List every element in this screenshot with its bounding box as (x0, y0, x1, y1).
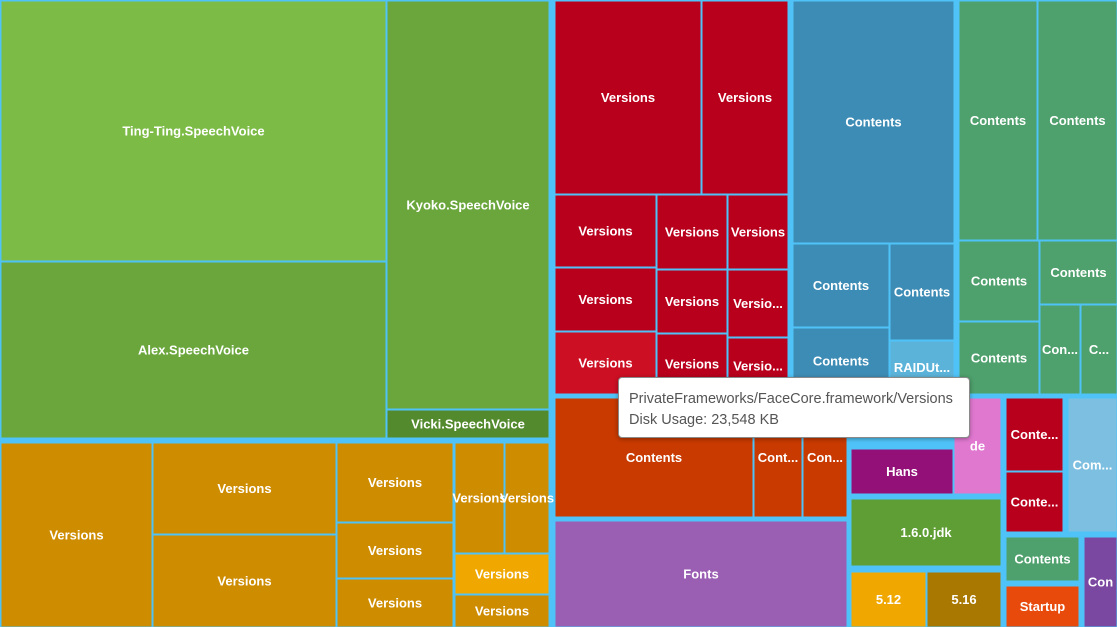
treemap-cell-contents[interactable] (1037, 0, 1117, 241)
treemap-cell-versions[interactable] (554, 194, 657, 268)
treemap-cell-versions[interactable] (336, 522, 454, 579)
treemap-cell-1-6-0-jdk[interactable] (850, 498, 1002, 567)
treemap-cell-c[interactable] (1080, 304, 1117, 395)
treemap-cell-contents[interactable] (889, 243, 955, 341)
treemap-cell-fonts[interactable] (554, 520, 848, 627)
treemap-cell-versions[interactable] (504, 442, 550, 554)
treemap-cell-contents[interactable] (1039, 240, 1117, 305)
treemap-cell-versions[interactable] (454, 442, 505, 554)
treemap-tooltip: PrivateFrameworks/FaceCore.framework/Ver… (618, 377, 970, 438)
treemap-cell-vicki-speechvoice[interactable] (386, 409, 550, 439)
treemap-cell-con[interactable] (1039, 304, 1081, 395)
treemap-cell-hans[interactable] (850, 448, 954, 495)
treemap-cell-versions[interactable] (336, 442, 454, 523)
treemap-cell-con[interactable] (1083, 536, 1117, 627)
treemap-cell-contents[interactable] (958, 0, 1038, 241)
treemap-cell-5-12[interactable] (850, 571, 927, 627)
treemap-cell-versions[interactable] (454, 594, 550, 627)
treemap-cell-versions[interactable] (554, 267, 657, 332)
treemap-cell-versio[interactable] (727, 269, 789, 338)
treemap-cell-contents[interactable] (1005, 536, 1080, 582)
treemap-cell-versions[interactable] (554, 0, 702, 195)
treemap-cell-versions[interactable] (0, 442, 153, 627)
treemap-cell-versions[interactable] (336, 578, 454, 627)
treemap-cell-ting-ting-speechvoice[interactable] (0, 0, 387, 262)
treemap-cell-versions[interactable] (701, 0, 789, 195)
treemap-cell-conte[interactable] (1005, 397, 1064, 472)
treemap-cell-kyoko-speechvoice[interactable] (386, 0, 550, 410)
tooltip-value: Disk Usage: 23,548 KB (629, 412, 779, 428)
tooltip-path: PrivateFrameworks/FaceCore.framework/Ver… (629, 391, 953, 407)
treemap-cell-versions[interactable] (152, 442, 337, 535)
treemap-cell-versions[interactable] (152, 534, 337, 627)
treemap-cell-versions[interactable] (656, 269, 728, 334)
treemap-cell-startup[interactable] (1005, 585, 1080, 627)
treemap-cell-contents[interactable] (958, 240, 1040, 322)
treemap-cell-versions[interactable] (454, 553, 550, 595)
treemap-cell-versions[interactable] (656, 194, 728, 270)
treemap-cell-contents[interactable] (958, 321, 1040, 395)
treemap-cell-5-16[interactable] (926, 571, 1002, 627)
treemap-cell-contents[interactable] (792, 0, 955, 244)
treemap-cell-versions[interactable] (727, 194, 789, 270)
treemap-cell-alex-speechvoice[interactable] (0, 261, 387, 439)
treemap-cell-conte[interactable] (1005, 471, 1064, 533)
treemap-cell-com[interactable] (1067, 397, 1117, 533)
treemap-cell-contents[interactable] (792, 243, 890, 328)
